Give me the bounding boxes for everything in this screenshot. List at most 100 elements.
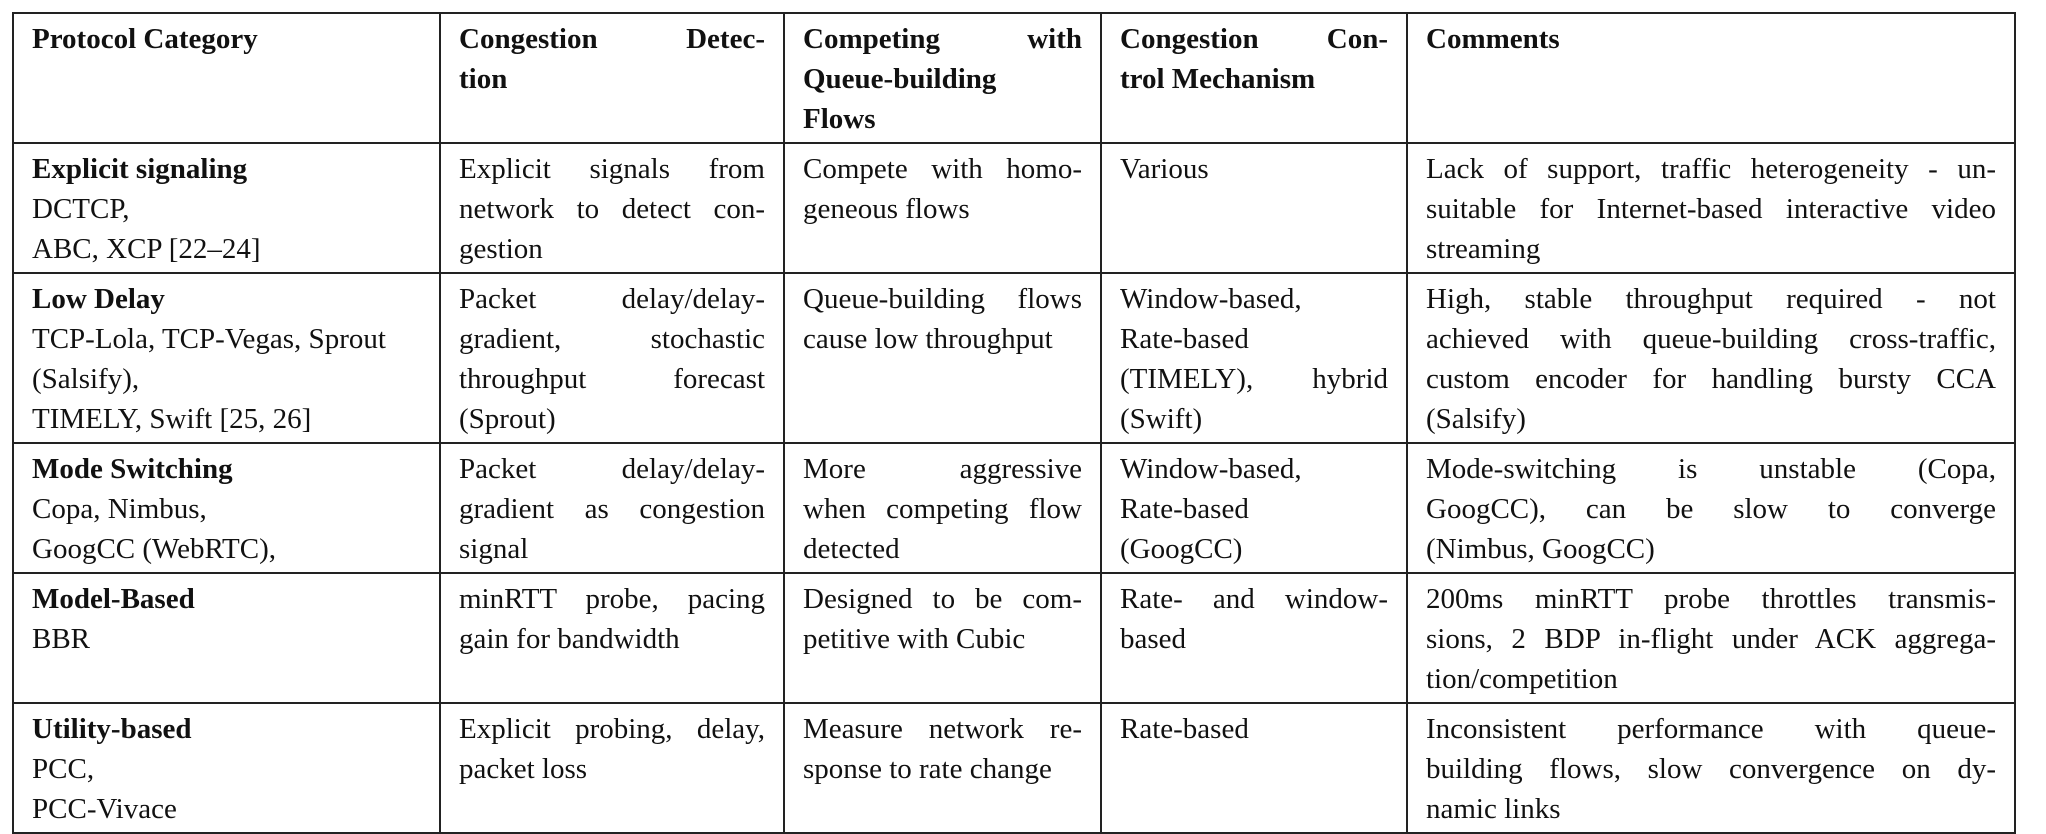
header-line: Congestion Detec- (459, 23, 765, 55)
category-title: Mode Switching (32, 453, 233, 485)
cell-line: Window-based, (1120, 283, 1302, 315)
cell-protocol-category: Explicit signaling DCTCP, ABC, XCP [22–24] (12, 142, 441, 274)
cell-line: gain for bandwidth (459, 623, 680, 655)
cell-competing-flows: Measure network re-sponse to rate change (783, 702, 1102, 834)
cell-line: Rate- and window- (1120, 583, 1388, 615)
cell-line: High, stable throughput required - not (1426, 283, 1996, 315)
cell-line: gestion (459, 233, 543, 265)
cell-line: Explicit signals from (459, 153, 765, 185)
cell-line: Rate-based (1120, 713, 1249, 745)
cell-protocol-category: Mode Switching Copa, Nimbus, GoogCC (WebRT… (12, 442, 441, 574)
header-congestion-detection: Congestion Detec- tion (439, 12, 785, 144)
cell-congestion-detection: Explicit signals from network to detect c… (439, 142, 785, 274)
header-control-mechanism: Congestion Con- trol Mechanism (1100, 12, 1408, 144)
protocol-list-line: Copa, Nimbus, (32, 493, 207, 525)
protocol-list-line: TCP-Lola, TCP-Vegas, Sprout (32, 323, 386, 355)
cell-line: (TIMELY), hybrid (1120, 363, 1388, 395)
cell-line: Window-based, (1120, 453, 1302, 485)
protocol-list-line: DCTCP, (32, 193, 130, 225)
cell-competing-flows: Compete with homo-geneous flows (783, 142, 1102, 274)
cell-line: throughput forecast (459, 363, 765, 395)
protocol-list-line: (Salsify), (32, 363, 140, 395)
cell-congestion-detection: Packet delay/delay-gradient, stochastic t… (439, 272, 785, 444)
cell-line: detected (803, 533, 900, 565)
cell-line: sponse to rate change (803, 753, 1052, 785)
cell-comments: Lack of support, traffic heterogeneity -… (1406, 142, 2016, 274)
cell-line: 200ms minRTT probe throttles transmis- (1426, 583, 1996, 615)
cell-protocol-category: Low Delay TCP-Lola, TCP-Vegas, Sprout (Sal… (12, 272, 441, 444)
cell-line: GoogCC), can be slow to converge (1426, 493, 1996, 525)
category-title: Low Delay (32, 283, 165, 315)
protocol-list-line: PCC-Vivace (32, 793, 177, 825)
category-title: Explicit signaling (32, 153, 248, 185)
cell-control-mechanism: Rate- and window-based (1100, 572, 1408, 704)
cell-line: gradient as congestion (459, 493, 765, 525)
cell-line: achieved with queue-building cross-traff… (1426, 323, 1996, 355)
cell-line: (Salsify) (1426, 403, 1526, 435)
cell-competing-flows: More aggressive when competing flow detect… (783, 442, 1102, 574)
cell-line: namic links (1426, 793, 1561, 825)
cell-comments: Inconsistent performance with queue-buil… (1406, 702, 2016, 834)
table-row: Mode Switching Copa, Nimbus, GoogCC (WebRT… (12, 442, 2016, 574)
header-line: tion (459, 63, 508, 95)
cell-line: Designed to be com- (803, 583, 1082, 615)
cell-line: geneous flows (803, 193, 970, 225)
protocol-comparison-table: Protocol Category Congestion Detec- tion… (12, 12, 2016, 834)
cell-line: Compete with homo- (803, 153, 1082, 185)
protocol-list-line: BBR (32, 623, 91, 655)
cell-line: Mode-switching is unstable (Copa, (1426, 453, 1996, 485)
cell-line: petitive with Cubic (803, 623, 1026, 655)
cell-line: building flows, slow convergence on dy- (1426, 753, 1996, 785)
header-line: Comments (1426, 23, 1560, 55)
table-row: Low Delay TCP-Lola, TCP-Vegas, Sprout (Sal… (12, 272, 2016, 444)
protocol-list-line: GoogCC (WebRTC), (32, 533, 277, 565)
cell-line: minRTT probe, pacing (459, 583, 765, 615)
cell-line: Measure network re- (803, 713, 1082, 745)
cell-line: streaming (1426, 233, 1541, 265)
cell-control-mechanism: Window-based, Rate-based (TIMELY), hybrid (… (1100, 272, 1408, 444)
protocol-list-line: TIMELY, Swift [25, 26] (32, 403, 312, 435)
cell-line: custom encoder for handling bursty CCA (1426, 363, 1996, 395)
table-container: Protocol Category Congestion Detec- tion… (12, 12, 2016, 834)
cell-protocol-category: Model-Based BBR (12, 572, 441, 704)
cell-control-mechanism: Rate-based (1100, 702, 1408, 834)
category-title: Model-Based (32, 583, 195, 615)
cell-line: (Nimbus, GoogCC) (1426, 533, 1655, 565)
cell-congestion-detection: Explicit probing, delay, packet loss (439, 702, 785, 834)
cell-line: (Swift) (1120, 403, 1203, 435)
cell-line: Packet delay/delay- (459, 283, 765, 315)
cell-line: Packet delay/delay- (459, 453, 765, 485)
cell-line: (GoogCC) (1120, 533, 1243, 565)
cell-competing-flows: Designed to be com-petitive with Cubic (783, 572, 1102, 704)
cell-line: Inconsistent performance with queue- (1426, 713, 1996, 745)
table-header-row: Protocol Category Congestion Detec- tion… (12, 12, 2016, 144)
header-comments: Comments (1406, 12, 2016, 144)
protocol-list-line: ABC, XCP [22–24] (32, 233, 261, 265)
header-line: Congestion Con- (1120, 23, 1388, 55)
cell-line: packet loss (459, 753, 588, 785)
header-line: Competing with (803, 23, 1082, 55)
table-row: Model-Based BBR minRTT probe, pacing gain f… (12, 572, 2016, 704)
cell-line: tion/competition (1426, 663, 1618, 695)
cell-line: Rate-based (1120, 323, 1249, 355)
header-line: trol Mechanism (1120, 63, 1316, 95)
cell-line: network to detect con- (459, 193, 765, 225)
cell-line: Lack of support, traffic heterogeneity -… (1426, 153, 1996, 185)
table-body: Explicit signaling DCTCP, ABC, XCP [22–24]… (12, 142, 2016, 834)
cell-comments: High, stable throughput required - not ac… (1406, 272, 2016, 444)
cell-line: (Sprout) (459, 403, 556, 435)
table-row: Explicit signaling DCTCP, ABC, XCP [22–24]… (12, 142, 2016, 274)
table-row: Utility-based PCC, PCC-Vivace Explicit prob… (12, 702, 2016, 834)
header-line: Queue-building (803, 63, 997, 95)
cell-congestion-detection: minRTT probe, pacing gain for bandwidth (439, 572, 785, 704)
cell-line: signal (459, 533, 529, 565)
cell-line: Various (1120, 153, 1209, 185)
cell-line: suitable for Internet-based interactive … (1426, 193, 1996, 225)
cell-line: based (1120, 623, 1187, 655)
cell-congestion-detection: Packet delay/delay-gradient as congestio… (439, 442, 785, 574)
cell-competing-flows: Queue-building flows cause low throughput (783, 272, 1102, 444)
category-title: Utility-based (32, 713, 192, 745)
header-protocol-category: Protocol Category (12, 12, 441, 144)
cell-line: gradient, stochastic (459, 323, 765, 355)
cell-protocol-category: Utility-based PCC, PCC-Vivace (12, 702, 441, 834)
